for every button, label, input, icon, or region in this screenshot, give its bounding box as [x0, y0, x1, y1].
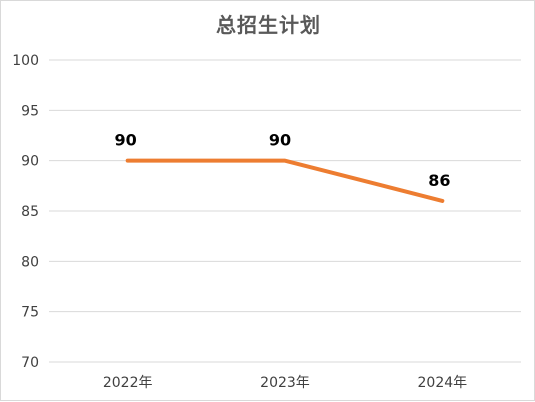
- y-tick-label: 95: [21, 103, 39, 119]
- y-tick-label: 100: [12, 53, 39, 69]
- y-tick-label: 80: [21, 254, 39, 270]
- data-label: 90: [115, 131, 137, 150]
- y-tick-label: 70: [21, 355, 39, 371]
- x-tick-label: 2024年: [418, 375, 468, 391]
- data-label: 90: [269, 131, 291, 150]
- data-label: 86: [428, 171, 450, 190]
- x-tick-label: 2023年: [260, 375, 310, 391]
- y-tick-label: 85: [21, 204, 39, 220]
- y-tick-label: 90: [21, 154, 39, 170]
- series-line: [128, 161, 443, 201]
- x-tick-label: 2022年: [103, 375, 153, 391]
- y-tick-label: 75: [21, 305, 39, 321]
